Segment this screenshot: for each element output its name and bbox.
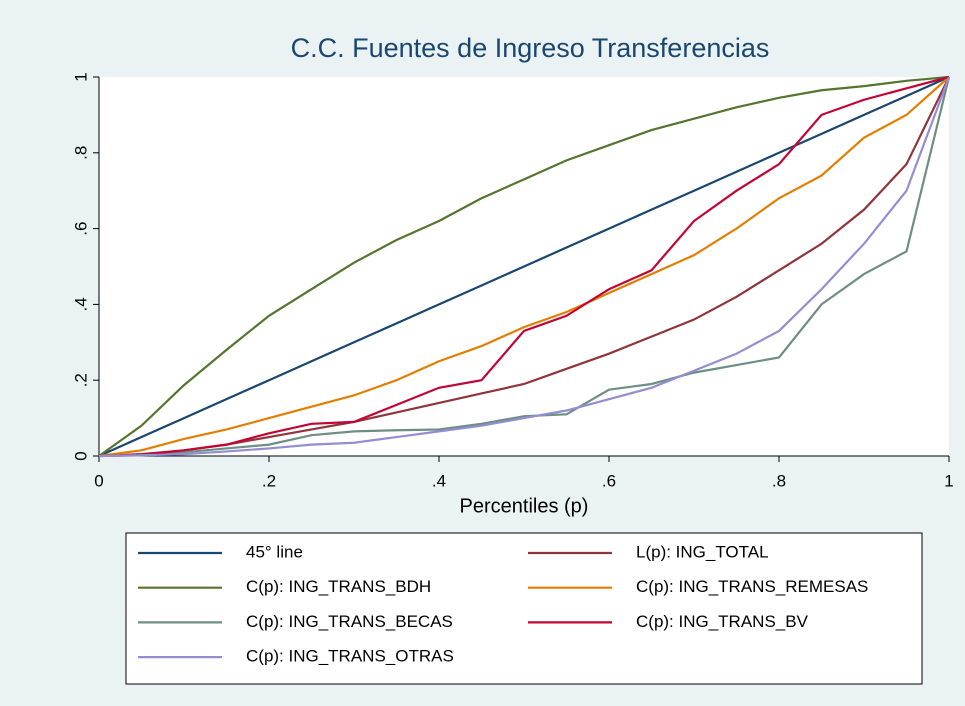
series-line [98, 75, 950, 458]
y-tick-label: .6 [71, 222, 90, 236]
y-tick-label: 0 [71, 451, 90, 460]
legend-label: 45° line [246, 542, 303, 561]
series-line [98, 76, 951, 458]
legend-label: C(p): ING_TRANS_OTRAS [246, 647, 454, 666]
y-tick-label: .8 [71, 146, 90, 160]
chart-title: C.C. Fuentes de Ingreso Transferencias [291, 33, 770, 63]
legend-box [125, 532, 923, 685]
legend-label: C(p): ING_TRANS_BECAS [246, 612, 453, 631]
series-line [98, 75, 950, 457]
y-tick-label: .2 [71, 373, 90, 387]
legend-label: C(p): ING_TRANS_BV [636, 612, 809, 631]
x-tick-label: .4 [432, 471, 446, 490]
legend-label: C(p): ING_TRANS_BDH [246, 577, 431, 596]
y-tick-label: .4 [71, 297, 90, 311]
x-tick-label: .2 [262, 471, 276, 490]
series-line [98, 76, 951, 458]
series-line [98, 75, 950, 458]
x-tick-label: .8 [772, 471, 786, 490]
legend-label: L(p): ING_TOTAL [636, 542, 769, 561]
y-tick-label: 1 [71, 72, 90, 81]
legend-label: C(p): ING_TRANS_REMESAS [636, 577, 868, 596]
x-tick-label: 1 [944, 471, 953, 490]
x-tick-label: 0 [94, 471, 103, 490]
series-line [98, 76, 950, 458]
x-axis-label: Percentiles (p) [460, 495, 589, 517]
series-line [98, 76, 950, 458]
x-tick-label: .6 [602, 471, 616, 490]
